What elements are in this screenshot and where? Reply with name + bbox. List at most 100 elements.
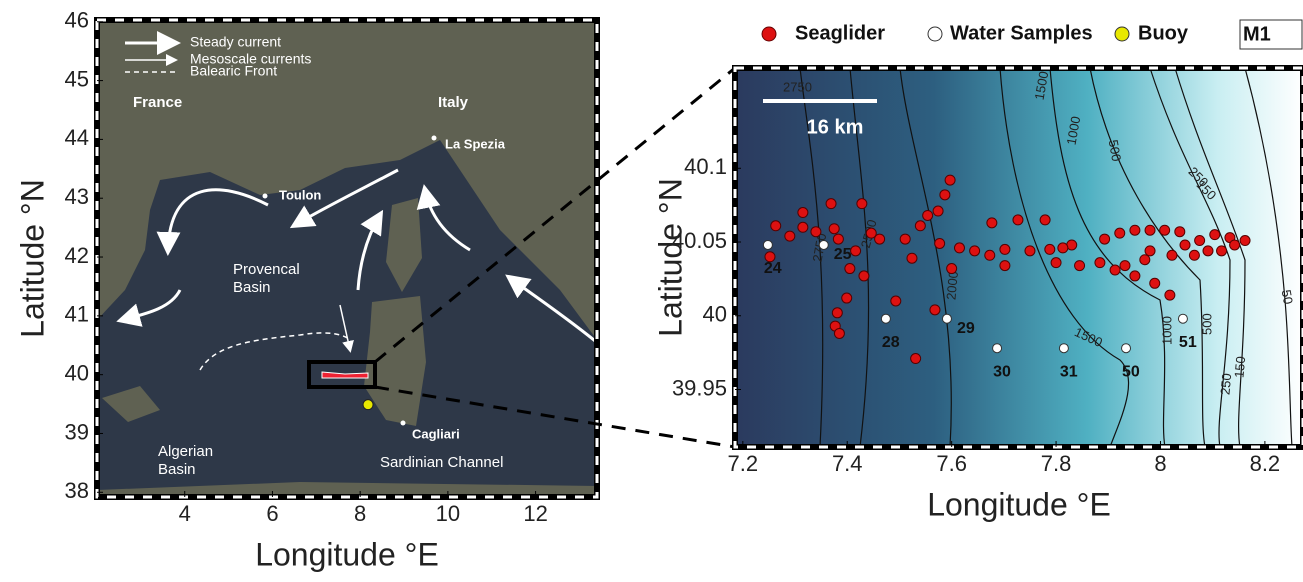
contour-label: 150 — [1231, 356, 1248, 379]
y-tick-label: 41 — [65, 302, 89, 327]
place-dot — [401, 421, 406, 426]
seaglider-point — [1100, 234, 1110, 244]
legend-label: Steady current — [190, 34, 281, 50]
seaglider-point — [915, 221, 925, 231]
legend-label: Water Samples — [950, 22, 1093, 44]
seaglider-point — [851, 246, 861, 256]
seaglider-point — [798, 208, 808, 218]
seaglider-point — [771, 221, 781, 231]
place-label: Italy — [438, 94, 469, 111]
seaglider-point — [1210, 230, 1220, 240]
water-sample — [819, 240, 828, 249]
y-tick-label: 39 — [65, 419, 89, 444]
legend-marker — [1115, 27, 1129, 41]
seaglider-point — [811, 227, 821, 237]
seaglider-point — [930, 305, 940, 315]
seaglider-point — [954, 243, 964, 253]
right-map: 2750 1500 1000 500 250 150 2750 2500 200… — [735, 68, 1303, 447]
water-sample — [763, 240, 772, 249]
seaglider-point — [1115, 228, 1125, 238]
place-label: Cagliari — [412, 426, 460, 441]
seaglider-point — [842, 293, 852, 303]
contour-label: 500 — [1199, 313, 1214, 335]
seaglider-point — [1167, 250, 1177, 260]
left-map: Steady current Mesoscale currents Balear… — [97, 20, 600, 497]
sample-label: 25 — [834, 246, 852, 263]
seaglider-point — [1130, 225, 1140, 235]
seaglider-point — [1058, 243, 1068, 253]
x-tick-label: 7.8 — [1041, 451, 1072, 476]
place-dot — [432, 136, 437, 141]
seaglider-point — [1140, 255, 1150, 265]
seaglider-point — [907, 253, 917, 263]
seaglider-point — [1145, 246, 1155, 256]
seaglider-point — [1189, 250, 1199, 260]
x-tick-label: 4 — [179, 501, 191, 526]
x-tick-label: 8 — [354, 501, 366, 526]
contour-label: 2750 — [783, 79, 812, 94]
seaglider-point — [1145, 225, 1155, 235]
x-tick-label: 8 — [1154, 451, 1166, 476]
seaglider-point — [1045, 244, 1055, 254]
seaglider-point — [1013, 215, 1023, 225]
seaglider-point — [1240, 236, 1250, 246]
scale-label: 16 km — [807, 116, 864, 138]
seaglider-point — [1110, 265, 1120, 275]
seaglider-point — [1025, 246, 1035, 256]
water-sample — [1059, 344, 1068, 353]
seaglider-point — [1195, 236, 1205, 246]
y-tick-label: 40 — [65, 360, 89, 385]
seaglider-point — [1000, 261, 1010, 271]
y-tick-label: 39.95 — [672, 375, 727, 400]
sample-label: 28 — [882, 334, 900, 351]
x-tick-label: 6 — [266, 501, 278, 526]
sample-label: 51 — [1179, 334, 1197, 351]
water-sample — [881, 314, 890, 323]
x-tick-label: 12 — [523, 501, 547, 526]
place-label: France — [133, 94, 182, 111]
sample-label: 50 — [1122, 363, 1140, 380]
x-tick-label: 7.6 — [936, 451, 967, 476]
seaglider-point — [933, 206, 943, 216]
x-tick-label: 10 — [436, 501, 460, 526]
seaglider-point — [945, 175, 955, 185]
y-axis-title: Latitude °N — [14, 179, 50, 338]
seaglider-point — [1000, 244, 1010, 254]
legend-label: Seaglider — [795, 22, 885, 44]
seaglider-point — [1160, 225, 1170, 235]
y-tick-label: 45 — [65, 66, 89, 91]
y-tick-label: 43 — [65, 184, 89, 209]
seaglider-point — [940, 190, 950, 200]
y-tick-label: 42 — [65, 243, 89, 268]
seaglider-point — [834, 328, 844, 338]
contour-label: 2000 — [943, 270, 960, 300]
sample-label: 24 — [764, 260, 782, 277]
seaglider-point — [900, 234, 910, 244]
sample-label: 30 — [993, 363, 1011, 380]
seaglider-point — [891, 296, 901, 306]
seaglider-point — [911, 354, 921, 364]
water-sample — [1178, 314, 1187, 323]
seaglider-point — [1051, 258, 1061, 268]
seaglider-point — [1165, 290, 1175, 300]
seaglider-point — [970, 246, 980, 256]
seaglider-point — [798, 222, 808, 232]
seaglider-point — [935, 238, 945, 248]
seaglider-point — [859, 271, 869, 281]
seaglider-point — [987, 218, 997, 228]
seaglider-point — [1175, 227, 1185, 237]
y-tick-label: 40 — [703, 302, 727, 327]
x-tick-label: 8.2 — [1250, 451, 1281, 476]
water-sample — [942, 314, 951, 323]
y-tick-label: 40.1 — [684, 154, 727, 179]
place-label: Sardinian Channel — [380, 454, 503, 471]
place-dot — [263, 194, 268, 199]
seaglider-point — [985, 250, 995, 260]
y-axis-title: Latitude °N — [652, 178, 688, 337]
sample-label: 31 — [1060, 363, 1078, 380]
legend-label: Buoy — [1138, 22, 1189, 44]
figure: Steady current Mesoscale currents Balear… — [0, 0, 1303, 582]
seaglider-point — [947, 264, 957, 274]
seaglider-point — [1095, 258, 1105, 268]
legend-label: Balearic Front — [190, 63, 277, 79]
